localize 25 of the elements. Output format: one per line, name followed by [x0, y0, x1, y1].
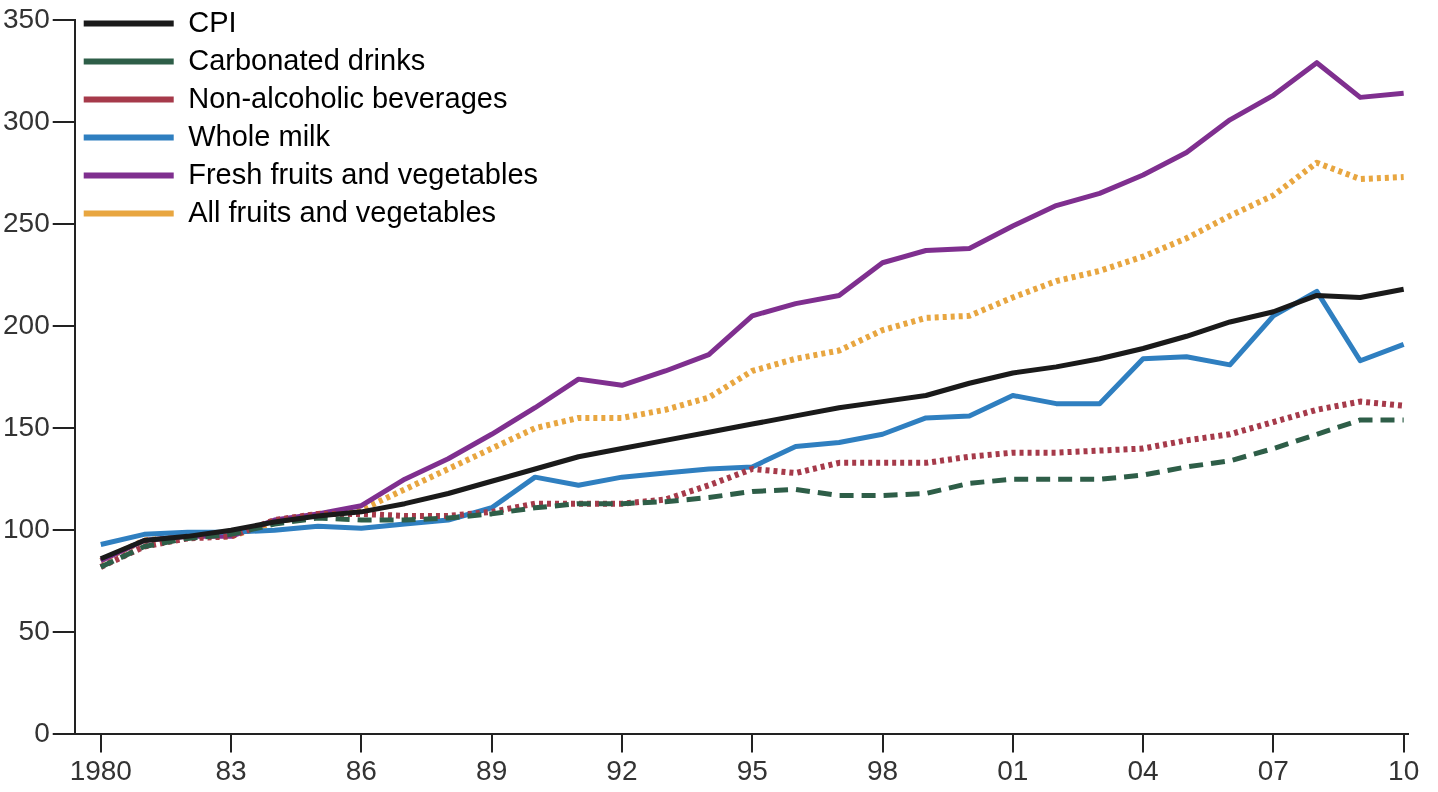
- x-tick-label: 86: [345, 754, 377, 786]
- legend-label: Non-alcoholic beverages: [188, 81, 508, 114]
- y-tick-label: 150: [3, 410, 50, 442]
- legend-label: All fruits and vegetables: [188, 195, 497, 228]
- x-tick-label: 1980: [69, 754, 132, 786]
- x-tick-label: 01: [997, 754, 1029, 786]
- x-tick-label: 89: [476, 754, 508, 786]
- y-tick-label: 50: [18, 615, 50, 647]
- y-tick-label: 350: [3, 2, 50, 34]
- legend-label: Carbonated drinks: [188, 43, 426, 76]
- x-tick-label: 07: [1257, 754, 1289, 786]
- x-tick-label: 98: [866, 754, 899, 786]
- x-tick-label: 95: [736, 754, 768, 786]
- y-tick-label: 100: [3, 512, 50, 544]
- y-tick-label: 200: [3, 308, 50, 340]
- y-tick-label: 250: [3, 206, 50, 238]
- legend-label: Fresh fruits and vegetables: [188, 157, 539, 190]
- x-tick-label: 92: [606, 754, 638, 786]
- y-tick-label: 300: [3, 104, 50, 136]
- legend-label: Whole milk: [188, 119, 331, 152]
- x-tick-label: 83: [215, 754, 247, 786]
- x-tick-label: 10: [1388, 754, 1420, 786]
- x-tick-label: 04: [1127, 754, 1159, 786]
- legend-label: CPI: [188, 5, 237, 38]
- y-tick-label: 0: [34, 717, 50, 749]
